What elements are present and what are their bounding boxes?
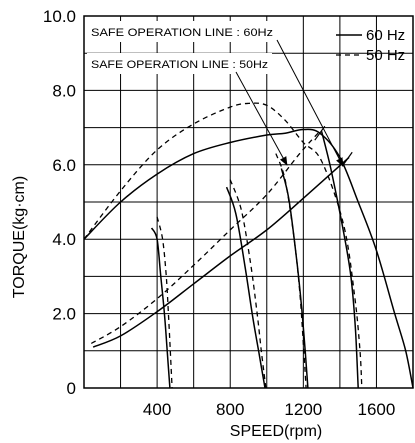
x-tick-label: 800 bbox=[216, 400, 244, 419]
series-50hz-safe-operation-line bbox=[90, 130, 321, 344]
annotation-60hz: SAFE OPERATION LINE : 60Hz bbox=[87, 21, 344, 167]
series-60hz-load-curve bbox=[280, 168, 309, 389]
legend: 60 Hz 50 Hz bbox=[336, 27, 405, 64]
y-tick-label: 10.0 bbox=[43, 7, 76, 26]
annotation-50hz-arrow bbox=[235, 71, 288, 166]
annotation-50hz-box bbox=[87, 53, 272, 74]
plot-frame bbox=[83, 15, 414, 389]
annotation-50hz: SAFE OPERATION LINE : 50Hz bbox=[87, 53, 288, 166]
y-tick-label: 0 bbox=[67, 379, 76, 398]
series-60hz-motor-curve bbox=[83, 128, 414, 389]
series-60hz-load-curve bbox=[320, 131, 359, 389]
crossing-mark-60hz bbox=[341, 151, 353, 167]
annotation-60hz-label: SAFE OPERATION LINE : 60Hz bbox=[91, 27, 273, 39]
x-tick-label: 400 bbox=[143, 400, 171, 419]
series-50hz-load-curve bbox=[229, 179, 267, 389]
x-tick-label: 1200 bbox=[284, 400, 322, 419]
series-60hz-load-curve bbox=[225, 186, 266, 389]
tick-labels: 0 2.0 4.0 6.0 8.0 10.0 400 800 1200 1600 bbox=[43, 7, 395, 419]
series-60hz-load-curve bbox=[150, 227, 171, 389]
series-50hz-load-curve bbox=[275, 153, 307, 389]
x-tick-label: 1600 bbox=[358, 400, 396, 419]
y-tick-label: 2.0 bbox=[52, 305, 76, 324]
series-layer bbox=[83, 102, 414, 389]
y-tick-label: 8.0 bbox=[52, 81, 76, 100]
annotation-60hz-box bbox=[87, 21, 277, 42]
annotation-50hz-label: SAFE OPERATION LINE : 50Hz bbox=[91, 59, 268, 71]
series-50hz-motor-curve bbox=[83, 102, 363, 389]
x-axis-title: SPEED(rpm) bbox=[230, 423, 322, 440]
series-50hz-load-curve bbox=[156, 216, 173, 389]
legend-label-50hz: 50 Hz bbox=[366, 47, 405, 64]
legend-label-60hz: 60 Hz bbox=[366, 27, 405, 44]
y-tick-label: 6.0 bbox=[52, 156, 76, 175]
annotation-60hz-arrow bbox=[276, 39, 344, 167]
y-tick-label: 4.0 bbox=[52, 230, 76, 249]
y-axis-title: TORQUE(kg·cm) bbox=[11, 176, 28, 298]
series-60hz-safe-operation-line bbox=[92, 156, 350, 348]
